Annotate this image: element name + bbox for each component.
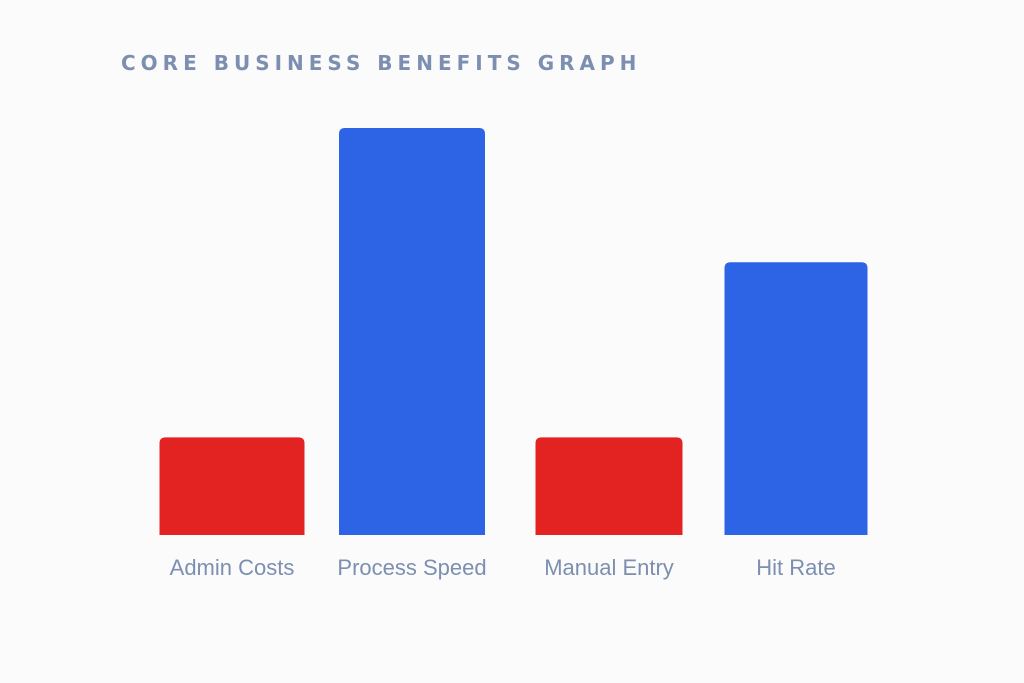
chart-title: CORE BUSINESS BENEFITS GRAPH [121, 51, 642, 75]
x-tick-label-admin-costs: Admin Costs [170, 555, 295, 580]
x-tick-label-manual-entry: Manual Entry [544, 555, 674, 580]
x-tick-label-hit-rate: Hit Rate [756, 555, 835, 580]
bar-manual-entry [535, 437, 683, 535]
x-tick-label-process-speed: Process Speed [337, 555, 486, 580]
bar-process-speed [339, 128, 485, 535]
bar-admin-costs [159, 437, 305, 535]
bar-hit-rate [724, 262, 868, 535]
